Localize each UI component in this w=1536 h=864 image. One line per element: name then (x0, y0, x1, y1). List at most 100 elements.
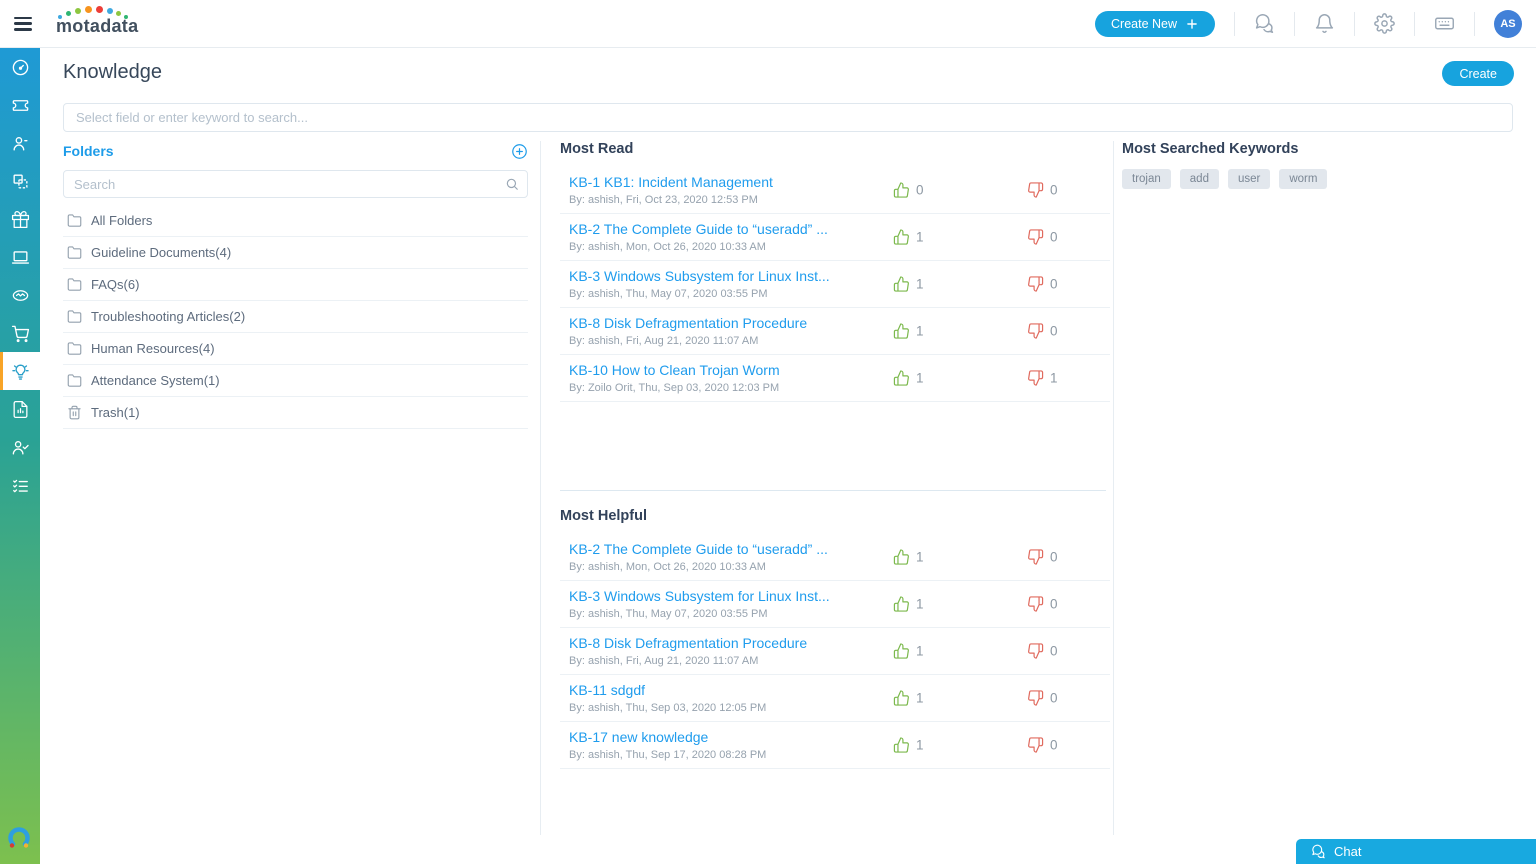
article-title-link[interactable]: KB-3 Windows Subsystem for Linux Inst... (569, 588, 830, 604)
thumbs-up-icon (893, 737, 909, 753)
folder-icon (67, 277, 82, 292)
folder-icon (67, 373, 82, 388)
likes-value: 1 (916, 323, 924, 339)
thumbs-down-count: 0 (1027, 737, 1058, 754)
thumbs-up-count: 1 (893, 229, 924, 246)
chat-messages-icon[interactable] (1254, 13, 1275, 34)
sidebar-item-purchase[interactable] (0, 314, 40, 352)
keyword-tag[interactable]: add (1179, 169, 1219, 189)
most-helpful-heading: Most Helpful (560, 508, 647, 524)
folder-search-input[interactable] (63, 170, 528, 198)
plus-icon (1187, 18, 1197, 29)
folder-item[interactable]: Troubleshooting Articles(2) (63, 301, 528, 333)
thumbs-down-icon (1028, 276, 1044, 292)
keyword-tag[interactable]: worm (1279, 169, 1328, 189)
thumbs-down-icon (1028, 643, 1044, 659)
article-title-link[interactable]: KB-8 Disk Defragmentation Procedure (569, 635, 808, 651)
create-new-button[interactable]: Create New (1095, 10, 1215, 37)
thumbs-down-icon (1028, 690, 1044, 706)
sidebar-item-contracts[interactable] (0, 276, 40, 314)
article-byline: By: ashish, Thu, Sep 17, 2020 08:28 PM (569, 749, 767, 761)
likes-value: 1 (916, 276, 924, 292)
article-title-link[interactable]: KB-10 How to Clean Trojan Worm (569, 362, 780, 378)
thumbs-up-icon (893, 690, 909, 706)
sidebar-item-releases[interactable] (0, 200, 40, 238)
article-byline: By: ashish, Fri, Aug 21, 2020 11:07 AM (569, 655, 759, 667)
shopping-cart-icon (11, 325, 29, 342)
sidebar-item-approvals[interactable] (0, 428, 40, 466)
thumbs-up-count: 1 (893, 370, 924, 387)
thumbs-up-count: 1 (893, 549, 924, 566)
folder-item-label: Troubleshooting Articles(2) (91, 309, 246, 324)
dislikes-value: 0 (1050, 549, 1058, 565)
article-row: KB-3 Windows Subsystem for Linux Inst...… (560, 261, 1110, 308)
thumbs-up-count: 1 (893, 737, 924, 754)
sidebar-item-requests[interactable] (0, 86, 40, 124)
add-folder-icon[interactable] (511, 143, 528, 160)
sidebar-item-users[interactable] (0, 124, 40, 162)
sidebar-item-tasks[interactable] (0, 466, 40, 504)
sidebar-item-assets[interactable] (0, 238, 40, 276)
thumbs-down-count: 0 (1027, 276, 1058, 293)
folder-item[interactable]: Attendance System(1) (63, 365, 528, 397)
article-title-link[interactable]: KB-11 sdgdf (569, 682, 646, 698)
folder-item[interactable]: Guideline Documents(4) (63, 237, 528, 269)
dislikes-value: 0 (1050, 737, 1058, 753)
article-byline: By: ashish, Thu, May 07, 2020 03:55 PM (569, 288, 768, 300)
divider (1113, 141, 1114, 835)
article-byline: By: ashish, Thu, Sep 03, 2020 12:05 PM (569, 702, 767, 714)
chat-bar-button[interactable]: Chat (1296, 839, 1536, 864)
search-icon (505, 177, 519, 191)
likes-value: 1 (916, 737, 924, 753)
settings-gear-icon[interactable] (1374, 13, 1395, 34)
folder-item[interactable]: FAQs(6) (63, 269, 528, 301)
thumbs-up-count: 1 (893, 323, 924, 340)
folder-item[interactable]: Human Resources(4) (63, 333, 528, 365)
articles-panel: Most Read KB-1 KB1: Incident Management … (560, 141, 1110, 835)
article-title-link[interactable]: KB-1 KB1: Incident Management (569, 174, 773, 190)
article-title-link[interactable]: KB-17 new knowledge (569, 729, 709, 745)
thumbs-up-icon (893, 276, 909, 292)
create-new-label: Create New (1111, 16, 1177, 31)
article-title-link[interactable]: KB-8 Disk Defragmentation Procedure (569, 315, 808, 331)
dislikes-value: 1 (1050, 370, 1058, 386)
sidebar-item-knowledge[interactable] (0, 352, 40, 390)
sidebar-item-changes[interactable] (0, 162, 40, 200)
dislikes-value: 0 (1050, 643, 1058, 659)
article-title-link[interactable]: KB-2 The Complete Guide to “useradd” ... (569, 221, 828, 237)
folder-item-label: FAQs(6) (91, 277, 140, 292)
sidebar-item-reports[interactable] (0, 390, 40, 428)
global-search-input[interactable] (63, 103, 1513, 132)
avatar[interactable]: AS (1494, 9, 1522, 38)
folder-item[interactable]: Trash(1) (63, 397, 528, 429)
dashboard-icon (12, 59, 28, 75)
notifications-bell-icon[interactable] (1314, 13, 1335, 34)
folder-item[interactable]: All Folders (63, 205, 528, 237)
likes-value: 1 (916, 596, 924, 612)
sidebar-item-dashboard[interactable] (0, 48, 40, 86)
thumbs-up-icon (893, 229, 909, 245)
report-document-icon (13, 400, 27, 418)
article-title-link[interactable]: KB-2 The Complete Guide to “useradd” ... (569, 541, 828, 557)
most-read-heading: Most Read (560, 141, 634, 157)
hamburger-menu-icon[interactable] (14, 16, 32, 31)
keyword-tag[interactable]: trojan (1122, 169, 1171, 189)
thumbs-up-icon (893, 643, 909, 659)
article-byline: By: ashish, Mon, Oct 26, 2020 10:33 AM (569, 561, 766, 573)
create-button[interactable]: Create (1442, 61, 1514, 86)
thumbs-up-count: 0 (893, 182, 924, 199)
main-content: Knowledge Create Folders All Fol (40, 48, 1536, 864)
dislikes-value: 0 (1050, 182, 1058, 198)
thumbs-down-count: 0 (1027, 182, 1058, 199)
thumbs-up-icon (893, 596, 909, 612)
likes-value: 1 (916, 229, 924, 245)
keyword-tag[interactable]: user (1227, 169, 1271, 189)
thumbs-down-icon (1028, 323, 1044, 339)
keyboard-shortcuts-icon[interactable] (1434, 13, 1455, 34)
divider (1234, 11, 1235, 36)
thumbs-up-count: 1 (893, 690, 924, 707)
folder-item-label: Guideline Documents(4) (91, 245, 232, 260)
folders-list: All Folders Guideline Documents(4) FAQ (63, 205, 528, 429)
thumbs-down-icon (1028, 182, 1044, 198)
article-title-link[interactable]: KB-3 Windows Subsystem for Linux Inst... (569, 268, 830, 284)
